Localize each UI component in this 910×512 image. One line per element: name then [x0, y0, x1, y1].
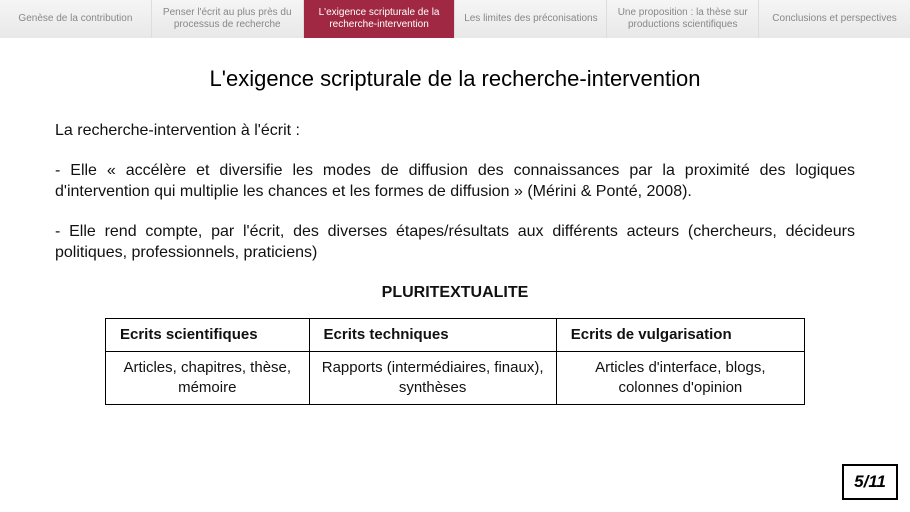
table-header-row: Ecrits scientifiques Ecrits techniques E…	[106, 318, 805, 351]
intro-text: La recherche-intervention à l'écrit :	[55, 120, 855, 142]
page-number: 5/11	[842, 464, 898, 500]
table-cell-techniques: Rapports (intermédiaires, finaux), synth…	[309, 351, 556, 405]
slide-title: L'exigence scripturale de la recherche-i…	[0, 66, 910, 92]
table-cell-scientifiques: Articles, chapitres, thèse, mémoire	[106, 351, 310, 405]
nav-tab-conclusions[interactable]: Conclusions et perspectives	[759, 0, 910, 38]
subheading-pluritextualite: PLURITEXTUALITE	[55, 282, 855, 304]
table-header-scientifiques: Ecrits scientifiques	[106, 318, 310, 351]
nav-tabs: Genèse de la contribution Penser l'écrit…	[0, 0, 910, 38]
slide-content: La recherche-intervention à l'écrit : - …	[0, 120, 910, 405]
nav-tab-genese[interactable]: Genèse de la contribution	[0, 0, 152, 38]
nav-tab-proposition[interactable]: Une proposition : la thèse sur productio…	[607, 0, 759, 38]
bullet-1: - Elle « accélère et diversifie les mode…	[55, 160, 855, 203]
nav-tab-exigence[interactable]: L'exigence scripturale de la recherche-i…	[304, 0, 456, 38]
nav-tab-limites[interactable]: Les limites des préconisations	[455, 0, 607, 38]
table-header-vulgarisation: Ecrits de vulgarisation	[556, 318, 804, 351]
nav-tab-penser[interactable]: Penser l'écrit au plus près du processus…	[152, 0, 304, 38]
table-cell-vulgarisation: Articles d'interface, blogs, colonnes d'…	[556, 351, 804, 405]
bullet-2: - Elle rend compte, par l'écrit, des div…	[55, 221, 855, 264]
pluritextualite-table: Ecrits scientifiques Ecrits techniques E…	[105, 318, 805, 406]
table-row: Articles, chapitres, thèse, mémoire Rapp…	[106, 351, 805, 405]
table-header-techniques: Ecrits techniques	[309, 318, 556, 351]
